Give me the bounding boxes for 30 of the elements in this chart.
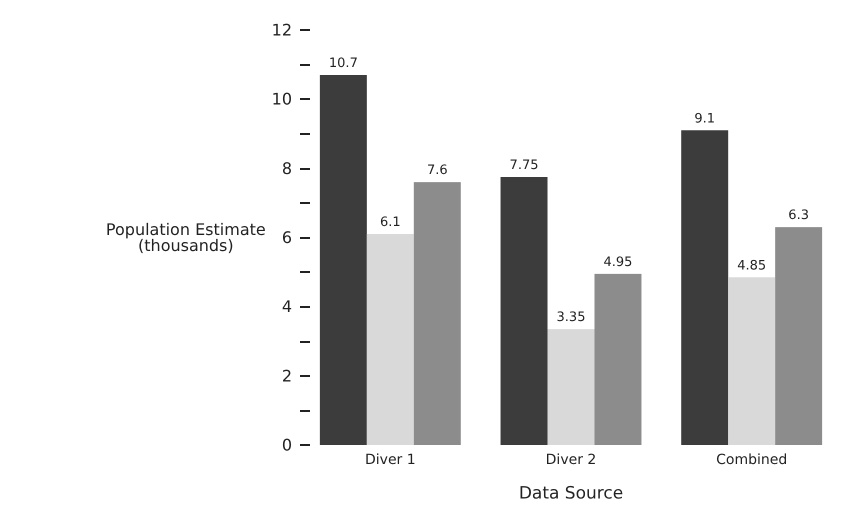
y-tick-label: 4 [282, 297, 292, 316]
data-label: 4.95 [603, 254, 632, 270]
y-tick-label: 2 [282, 366, 292, 386]
data-label: 3.35 [556, 310, 586, 326]
y-tick-label: 10 [272, 90, 292, 109]
data-label: 7.6 [426, 163, 448, 178]
data-label: 6.3 [788, 208, 809, 224]
y-tick-label: 12 [272, 20, 292, 40]
data-label: 6.1 [380, 215, 401, 230]
x-tick-label: Diver 2 [546, 452, 596, 468]
bar [414, 182, 461, 445]
bar [775, 227, 822, 445]
x-tick-label: Combined [716, 452, 788, 468]
data-label: 9.1 [694, 111, 716, 126]
bar [594, 274, 642, 445]
bar [320, 74, 367, 445]
data-label: 7.75 [510, 158, 539, 173]
x-tick-label: Diver 1 [364, 452, 416, 468]
data-label: 4.85 [737, 258, 766, 274]
bar [728, 277, 776, 445]
y-axis-title: Population Estimate (thousands) [106, 220, 266, 255]
x-axis-title: Data Source [518, 484, 624, 504]
y-tick-label: 0 [282, 436, 292, 454]
y-tick-label: 8 [282, 158, 292, 178]
y-tick-label: 6 [282, 228, 292, 247]
bar [366, 234, 414, 445]
bar [548, 329, 594, 445]
bar [681, 130, 728, 445]
bar [500, 176, 548, 445]
data-label: 10.7 [328, 56, 358, 71]
